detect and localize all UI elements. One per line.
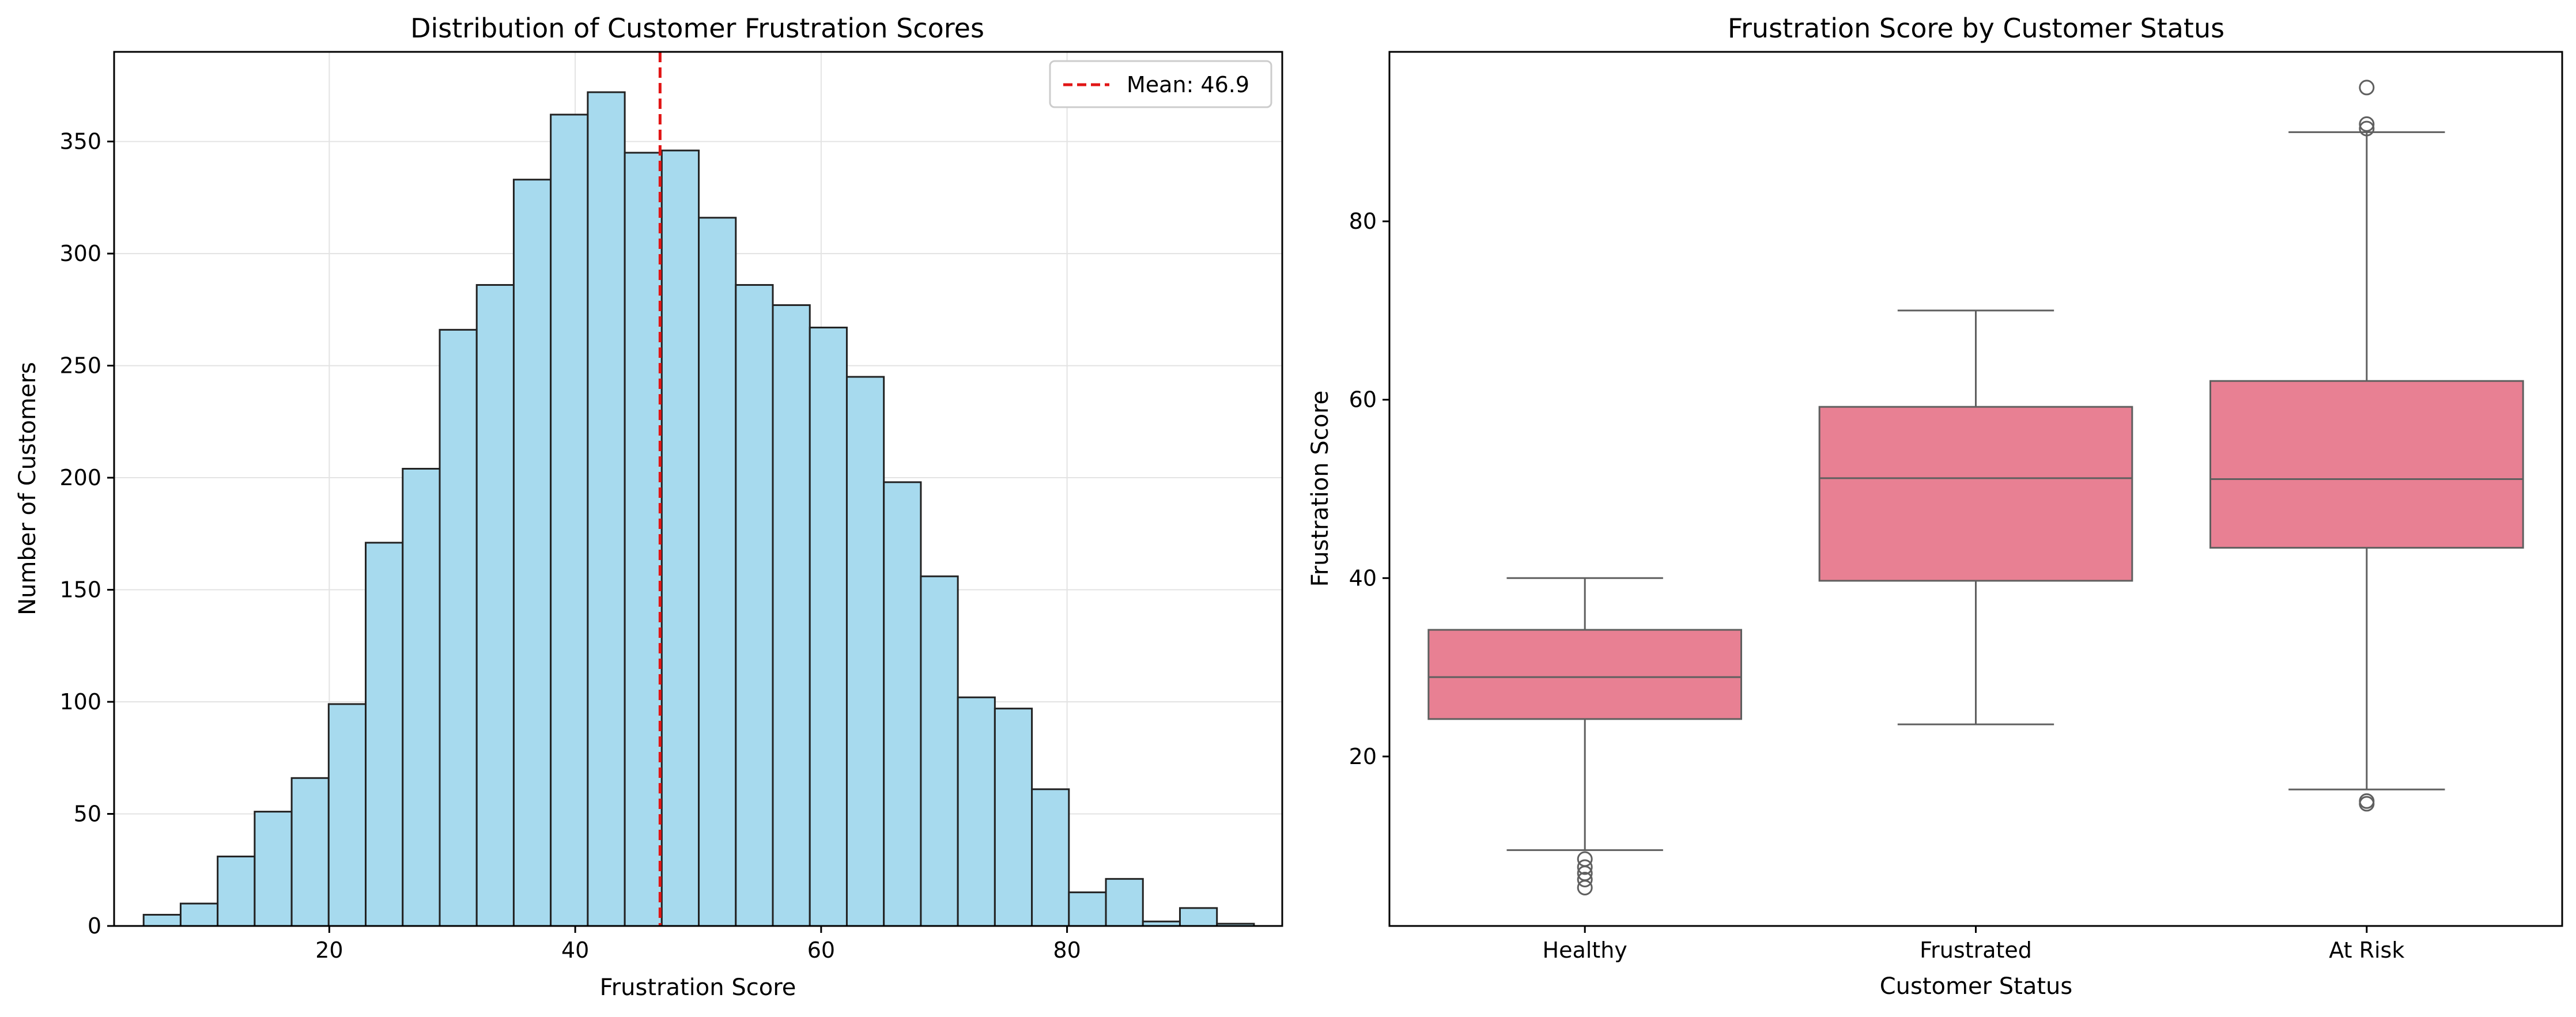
boxplot-y-tick-label: 40 (1349, 565, 1377, 591)
box-healthy (1427, 577, 1742, 895)
histogram-bar (142, 914, 182, 927)
histogram-y-tick-label: 50 (74, 801, 101, 827)
histogram-bar (845, 376, 885, 927)
histogram-bar (402, 467, 441, 927)
histogram-y-tick-label: 300 (59, 241, 101, 266)
histogram-bar (439, 328, 478, 927)
box-outlier (1577, 872, 1593, 888)
histogram-bar (327, 703, 367, 927)
histogram-bar (475, 284, 515, 927)
histogram-bar (550, 114, 589, 927)
histogram-bar (809, 326, 848, 927)
legend-mean-label: Mean: 46.9 (1127, 72, 1249, 97)
histogram-y-tick-label: 150 (59, 577, 101, 603)
histogram-bar (624, 152, 663, 927)
histogram-bar (735, 284, 774, 927)
boxplot-x-ticks: Healthy Frustrated At Risk (1543, 926, 2404, 963)
histogram-title: Distribution of Customer Frustration Sco… (410, 13, 984, 44)
histogram-x-ticks: 20 40 60 80 (315, 926, 1081, 963)
boxplot-panel: Frustration Score by Customer Status Hea… (1307, 13, 2563, 1000)
boxplot-x-axis-label: Customer Status (1880, 973, 2072, 1000)
histogram-y-tick-label: 100 (59, 689, 101, 714)
histogram-bar (698, 217, 737, 927)
histogram-y-tick-label: 350 (59, 129, 101, 154)
box-outlier (1577, 859, 1593, 875)
histogram-bar (883, 481, 922, 927)
boxplot-y-tick-label: 20 (1349, 744, 1377, 769)
box-frustrated (1818, 309, 2133, 725)
boxplot-title: Frustration Score by Customer Status (1728, 13, 2224, 44)
histogram-axes-frame (113, 51, 1283, 927)
histogram-y-axis-label: Number of Customers (14, 362, 41, 615)
histogram-bar (1179, 907, 1218, 927)
histogram-legend: Mean: 46.9 (1049, 60, 1272, 108)
histogram-x-tick-label: 40 (561, 937, 589, 963)
histogram-bar (217, 855, 256, 927)
histogram-bar (290, 777, 330, 927)
histogram-bar (179, 902, 219, 927)
histogram-bar (1105, 878, 1144, 927)
histogram-bars (142, 91, 1255, 927)
boxplot-x-tick-label: At Risk (2329, 937, 2404, 963)
histogram-x-tick-label: 80 (1053, 937, 1081, 963)
histogram-y-tick-label: 200 (59, 465, 101, 490)
histogram-x-tick-label: 20 (315, 937, 343, 963)
histogram-bar (660, 149, 700, 927)
histogram-bar (957, 696, 996, 927)
histogram-bar (512, 179, 552, 927)
boxplot-boxes (1427, 80, 2524, 895)
histogram-x-axis-label: Frustration Score (600, 974, 796, 1001)
histogram-y-ticks: 0 50 100 150 200 250 300 350 (59, 129, 114, 939)
histogram-x-tick-label: 60 (807, 937, 835, 963)
histogram-bar (1068, 891, 1107, 927)
histogram-y-tick-label: 250 (59, 353, 101, 379)
box-iqr (2209, 380, 2524, 549)
boxplot-y-tick-label: 80 (1349, 209, 1377, 234)
histogram-bar (920, 575, 959, 927)
histogram-y-tick-label: 0 (88, 913, 101, 939)
box-outlier (1577, 879, 1593, 895)
box-outlier (2359, 116, 2375, 132)
histogram-bar (587, 91, 626, 927)
boxplot-y-tick-label: 60 (1349, 387, 1377, 413)
box-outlier (2359, 796, 2375, 812)
box-iqr (1818, 406, 2133, 582)
box-at-risk (2209, 80, 2524, 812)
histogram-bar (1031, 788, 1070, 927)
boxplot-x-tick-label: Frustrated (1920, 937, 2032, 963)
boxplot-x-tick-label: Healthy (1543, 937, 1627, 963)
boxplot-y-axis-label: Frustration Score (1307, 391, 1334, 587)
box-outlier (2359, 120, 2375, 137)
box-outlier (2359, 80, 2375, 96)
histogram-bar (254, 811, 293, 927)
box-iqr (1427, 629, 1742, 720)
histogram-bar (772, 304, 811, 927)
boxplot-y-ticks: 20 40 60 80 (1349, 209, 1389, 769)
histogram-bar (365, 542, 404, 927)
histogram-bar (994, 708, 1033, 927)
histogram-panel: Distribution of Customer Frustration Sco… (14, 13, 1283, 1001)
legend-box (1049, 60, 1272, 108)
